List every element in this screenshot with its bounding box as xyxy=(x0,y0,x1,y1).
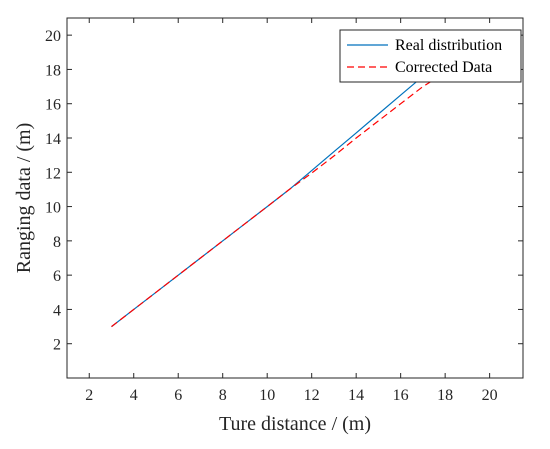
x-tick-label: 14 xyxy=(348,387,364,404)
y-tick-label: 10 xyxy=(45,200,61,217)
legend: Real distribution Corrected Data xyxy=(339,29,522,83)
x-tick-label: 4 xyxy=(130,387,138,404)
legend-label-corrected-data: Corrected Data xyxy=(395,59,492,76)
x-tick-label: 10 xyxy=(259,387,275,404)
plot-frame xyxy=(66,17,524,379)
y-axis: 2 4 6 8 10 12 14 16 18 20 xyxy=(45,28,523,354)
y-tick-label: 20 xyxy=(45,28,61,45)
y-tick-label: 6 xyxy=(53,268,61,285)
series-line-0 xyxy=(111,70,430,328)
legend-label-real-distribution: Real distribution xyxy=(395,37,502,54)
x-tick-label: 18 xyxy=(437,387,453,404)
y-tick-label: 16 xyxy=(45,97,61,114)
x-tick-label: 2 xyxy=(85,387,93,404)
x-axis-label: Ture distance / (m) xyxy=(219,413,371,435)
series-layer xyxy=(111,70,435,328)
x-tick-label: 16 xyxy=(393,387,409,404)
legend-box xyxy=(339,29,522,83)
y-tick-label: 14 xyxy=(45,131,61,148)
y-tick-label: 4 xyxy=(53,302,61,319)
y-axis-label: Ranging data / (m) xyxy=(13,123,35,274)
y-tick-label: 2 xyxy=(53,337,61,354)
y-tick-label: 12 xyxy=(45,165,61,182)
x-tick-label: 6 xyxy=(174,387,182,404)
series-line-1 xyxy=(111,79,435,328)
plot-area: 2 4 6 8 10 12 14 16 18 20 2 4 6 8 10 12 14 16 18 20 xyxy=(45,17,524,404)
y-tick-label: 18 xyxy=(45,62,61,79)
x-tick-label: 12 xyxy=(304,387,320,404)
y-tick-label: 8 xyxy=(53,234,61,251)
x-axis: 2 4 6 8 10 12 14 16 18 20 xyxy=(85,18,498,404)
x-tick-label: 20 xyxy=(482,387,498,404)
x-tick-label: 8 xyxy=(219,387,227,404)
